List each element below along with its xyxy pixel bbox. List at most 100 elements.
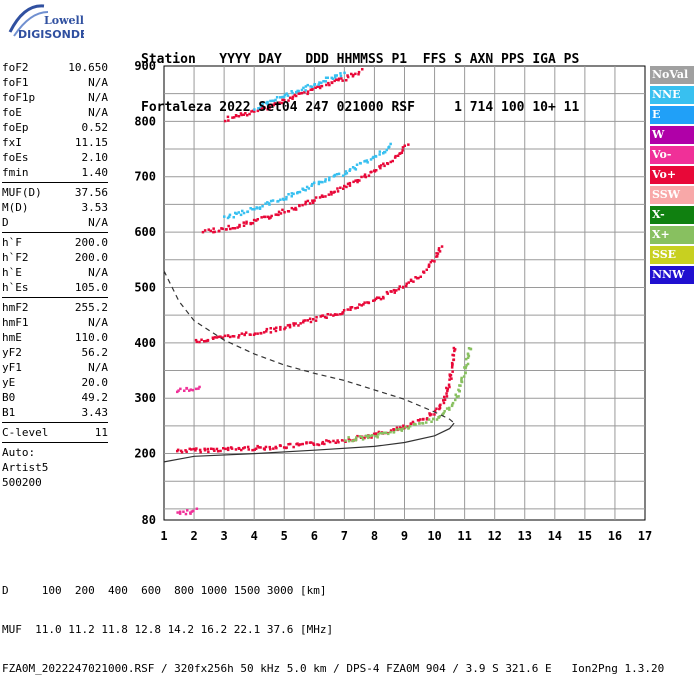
trace-point [394, 154, 397, 158]
legend-item-e: E [650, 106, 694, 124]
trace-point [382, 162, 385, 165]
trace-point [360, 436, 364, 439]
trace-point [337, 172, 341, 176]
trace-point [241, 209, 244, 213]
trace-point [266, 215, 270, 219]
trace-4f-echo [223, 68, 364, 123]
trace-3f-echo [201, 143, 410, 234]
trace-point [339, 186, 342, 189]
trace-point [457, 395, 460, 398]
trace-point [428, 414, 432, 417]
trace-point [212, 230, 215, 234]
param-value: N/A [88, 361, 108, 374]
trace-point [207, 450, 210, 454]
param-name: yF1 [2, 361, 22, 374]
trace-point [254, 447, 258, 450]
trace-point [345, 79, 348, 82]
trace-point [350, 306, 354, 309]
trace-point [430, 420, 433, 423]
trace-point [282, 198, 285, 201]
trace-point [377, 296, 381, 299]
trace-point [429, 260, 433, 264]
trace-point [260, 216, 263, 219]
trace-point [271, 103, 274, 107]
trace-point [257, 446, 261, 449]
trace-point [330, 193, 333, 196]
trace-point [274, 213, 277, 216]
trace-point [465, 357, 468, 361]
trace-point [266, 100, 269, 104]
param-value: 3.43 [81, 406, 109, 419]
trace-point [283, 327, 286, 331]
trace-point [246, 210, 250, 213]
trace-point [290, 90, 293, 93]
profile-topside-dashed [163, 270, 455, 424]
param-name: D [2, 216, 9, 229]
trace-point [442, 401, 446, 405]
logo-line1: Lowell [44, 14, 84, 27]
trace-point [452, 346, 456, 350]
trace-point [222, 447, 225, 450]
param-row: hmF1 N/A [2, 315, 108, 330]
trace-point [450, 404, 454, 408]
trace-point [406, 425, 409, 428]
trace-point [364, 434, 368, 438]
trace-point [433, 409, 437, 413]
trace-point [448, 406, 451, 410]
trace-point [272, 99, 276, 103]
trace-point [251, 208, 254, 211]
trace-point [360, 304, 363, 307]
param-row: yF2 56.2 [2, 345, 108, 360]
trace-point [308, 202, 312, 205]
trace-point [294, 322, 297, 325]
trace-point [245, 220, 248, 224]
trace-point [344, 172, 347, 176]
trace-point [306, 83, 309, 87]
trace-point [288, 323, 292, 327]
trace-point [176, 448, 180, 452]
trace-point [407, 426, 410, 430]
trace-point [427, 264, 431, 267]
trace-point [324, 195, 327, 198]
param-separator [2, 442, 108, 443]
trace-3f-echo-upper [223, 142, 392, 220]
trace-point [253, 208, 256, 211]
param-value: 20.0 [81, 376, 109, 389]
trace-point [437, 248, 441, 252]
trace-point [319, 180, 322, 184]
trace-point [224, 228, 228, 231]
trace-point [460, 380, 463, 383]
trace-point [437, 247, 441, 250]
trace-point [244, 331, 248, 334]
trace-point [314, 86, 317, 89]
trace-point [341, 79, 344, 82]
trace-point [309, 85, 312, 88]
trace-point [445, 395, 449, 398]
trace-point [340, 77, 343, 80]
trace-point [334, 441, 337, 444]
trace-point [302, 86, 305, 90]
trace-point [442, 399, 445, 402]
y-tick-label: 300 [134, 391, 156, 405]
y-tick-label: 800 [134, 114, 156, 128]
trace-point [401, 146, 405, 149]
trace-point [448, 385, 451, 389]
trace-point [337, 78, 340, 82]
trace-point [249, 207, 252, 210]
trace-point [317, 180, 321, 184]
trace-point [370, 436, 373, 439]
trace-point [459, 384, 462, 387]
trace-point [333, 313, 337, 316]
trace-point [272, 103, 276, 107]
trace-point [297, 92, 301, 95]
trace-point [316, 85, 319, 88]
trace-point [313, 199, 316, 202]
trace-point [337, 441, 340, 444]
trace-point [324, 76, 328, 79]
header-line2: Fortaleza 2022 Set04 247 021000 RSF 1 71… [141, 100, 580, 115]
trace-point [296, 442, 299, 445]
trace-point [451, 401, 455, 405]
trace-point [180, 451, 184, 454]
trace-point [319, 315, 322, 318]
trace-point [243, 333, 246, 336]
